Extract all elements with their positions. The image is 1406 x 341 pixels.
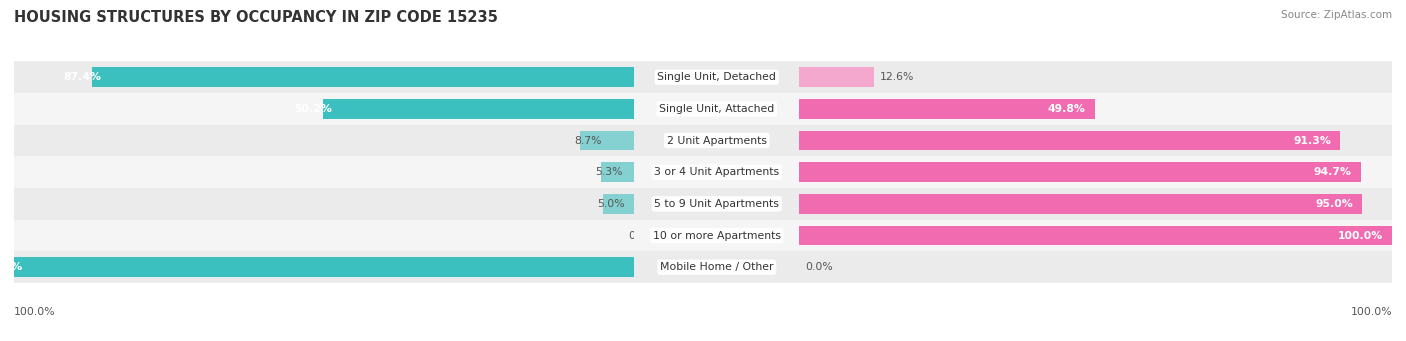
Bar xyxy=(14,257,634,277)
Text: 0.0%: 0.0% xyxy=(806,262,834,272)
Bar xyxy=(800,131,1340,150)
Text: 49.8%: 49.8% xyxy=(1047,104,1085,114)
Text: 5 to 9 Unit Apartments: 5 to 9 Unit Apartments xyxy=(654,199,779,209)
Text: 5.3%: 5.3% xyxy=(595,167,623,177)
Bar xyxy=(800,162,1361,182)
Bar xyxy=(634,220,800,251)
Text: 10 or more Apartments: 10 or more Apartments xyxy=(652,231,780,240)
Bar xyxy=(581,131,634,150)
Bar xyxy=(800,220,1392,251)
Bar xyxy=(800,226,1392,246)
Text: 2 Unit Apartments: 2 Unit Apartments xyxy=(666,135,766,146)
Bar xyxy=(14,61,634,93)
Text: Mobile Home / Other: Mobile Home / Other xyxy=(659,262,773,272)
Bar xyxy=(634,93,800,125)
Text: 100.0%: 100.0% xyxy=(0,262,24,272)
Text: 50.2%: 50.2% xyxy=(294,104,332,114)
Text: 95.0%: 95.0% xyxy=(1316,199,1354,209)
Bar xyxy=(603,194,634,214)
Bar xyxy=(800,157,1392,188)
Bar xyxy=(602,162,634,182)
Bar xyxy=(14,157,634,188)
Text: Source: ZipAtlas.com: Source: ZipAtlas.com xyxy=(1281,10,1392,20)
Text: HOUSING STRUCTURES BY OCCUPANCY IN ZIP CODE 15235: HOUSING STRUCTURES BY OCCUPANCY IN ZIP C… xyxy=(14,10,498,25)
Bar xyxy=(14,251,634,283)
Text: 8.7%: 8.7% xyxy=(574,135,602,146)
Text: 100.0%: 100.0% xyxy=(1337,231,1384,240)
Bar xyxy=(14,125,634,157)
Bar xyxy=(14,188,634,220)
Legend: Owner-occupied, Renter-occupied: Owner-occupied, Renter-occupied xyxy=(598,337,835,341)
Text: 94.7%: 94.7% xyxy=(1313,167,1351,177)
Text: 100.0%: 100.0% xyxy=(1350,307,1392,317)
Bar xyxy=(634,61,800,93)
Bar xyxy=(800,99,1094,119)
Text: 5.0%: 5.0% xyxy=(598,199,624,209)
Bar xyxy=(634,157,800,188)
Bar xyxy=(800,194,1362,214)
Text: 3 or 4 Unit Apartments: 3 or 4 Unit Apartments xyxy=(654,167,779,177)
Bar xyxy=(634,188,800,220)
Bar xyxy=(800,125,1392,157)
Bar xyxy=(634,251,800,283)
Text: Single Unit, Detached: Single Unit, Detached xyxy=(658,72,776,82)
Bar xyxy=(93,68,634,87)
Text: 100.0%: 100.0% xyxy=(14,307,56,317)
Text: 12.6%: 12.6% xyxy=(880,72,914,82)
Bar xyxy=(800,61,1392,93)
Bar xyxy=(800,93,1392,125)
Text: 91.3%: 91.3% xyxy=(1294,135,1331,146)
Bar xyxy=(323,99,634,119)
Bar xyxy=(800,68,875,87)
Text: Single Unit, Attached: Single Unit, Attached xyxy=(659,104,775,114)
Bar xyxy=(14,220,634,251)
Bar xyxy=(800,188,1392,220)
Bar xyxy=(634,125,800,157)
Bar xyxy=(14,93,634,125)
Bar xyxy=(800,251,1392,283)
Text: 0.0%: 0.0% xyxy=(628,231,655,240)
Text: 87.4%: 87.4% xyxy=(63,72,101,82)
